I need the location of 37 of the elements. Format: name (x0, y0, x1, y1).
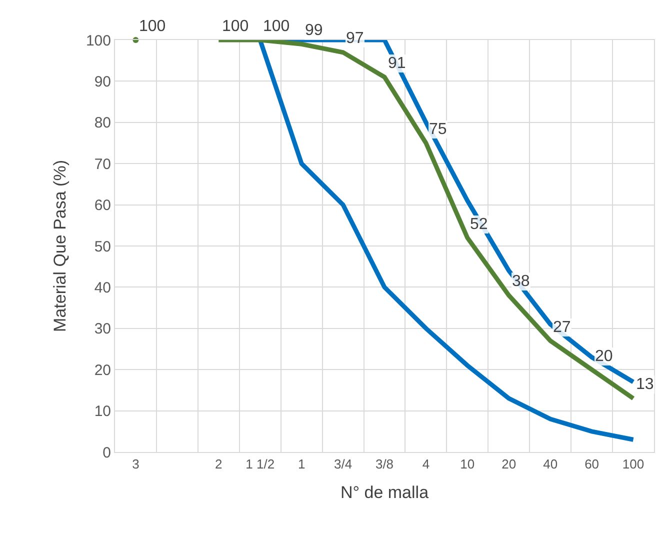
y-tick-label: 10 (94, 403, 111, 420)
x-tick-label: 1 (298, 456, 306, 472)
data-label: 99 (305, 22, 323, 39)
y-tick-label: 30 (94, 320, 111, 338)
x-tick-label: 3/8 (375, 456, 394, 472)
y-tick-label: 50 (94, 238, 111, 256)
x-tick-label: 3/4 (334, 456, 352, 472)
data-label: 75 (429, 121, 447, 138)
data-label: 52 (470, 216, 488, 233)
data-label: 13 (636, 376, 654, 393)
data-label: 100 (139, 18, 166, 35)
x-tick-label: 10 (460, 456, 475, 472)
data-label: 27 (553, 319, 571, 336)
y-tick-label: 90 (94, 73, 111, 90)
y-tick-label: 0 (102, 444, 111, 462)
x-tick-label: 1 1/2 (246, 456, 275, 472)
x-tick-label: 3 (132, 456, 140, 472)
y-tick-label: 20 (94, 362, 111, 379)
data-label: 100 (222, 18, 249, 35)
x-axis-title: N° de malla (340, 483, 430, 502)
x-tick-label: 100 (622, 456, 644, 472)
y-tick-label: 100 (86, 32, 111, 50)
y-axis-title: Material Que Pasa (%) (50, 160, 70, 332)
y-tick-label: 70 (94, 156, 111, 173)
y-tick-label: 60 (94, 197, 111, 214)
x-tick-label: 4 (422, 456, 430, 472)
data-label: 100 (263, 18, 290, 35)
y-tick-label: 80 (94, 114, 111, 132)
x-tick-label: 20 (502, 456, 516, 472)
data-label: 97 (346, 30, 364, 47)
y-tick-label: 40 (94, 279, 111, 296)
x-tick-label: 40 (543, 456, 558, 472)
data-label: 91 (388, 55, 406, 72)
data-label: 38 (512, 273, 530, 290)
data-label: 20 (595, 348, 613, 365)
x-tick-label: 60 (584, 456, 600, 472)
x-tick-label: 2 (215, 456, 222, 472)
